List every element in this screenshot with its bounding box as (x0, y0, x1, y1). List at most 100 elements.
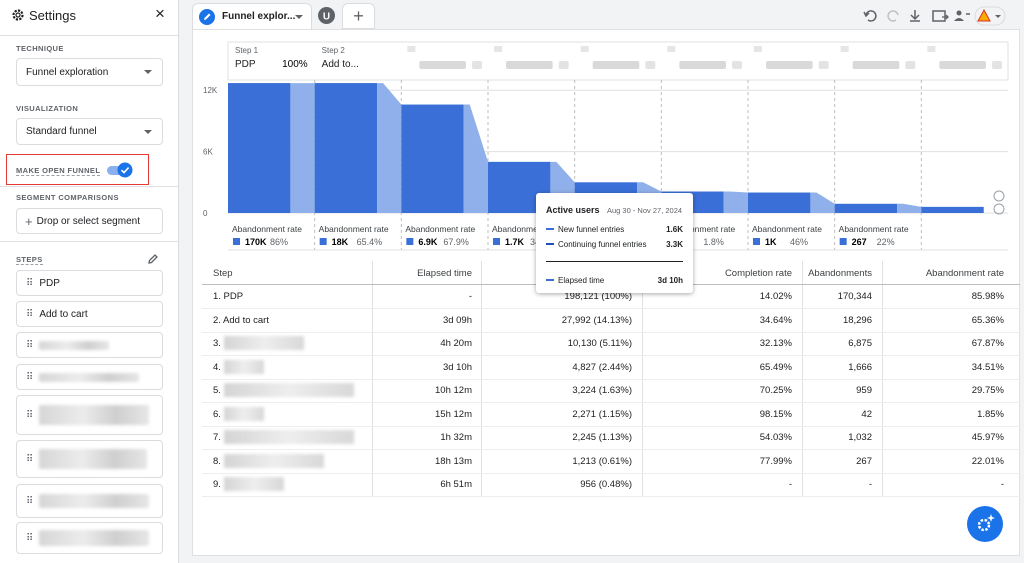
abandonment-swatch (319, 238, 327, 245)
abandonment-area (723, 191, 748, 213)
abandonment-count: 267 (852, 237, 867, 247)
step-chip[interactable]: ⠿ PDP (16, 270, 163, 296)
abandonment-title: Abandonment rate (839, 224, 909, 234)
blurred-header (927, 46, 936, 52)
tab-icon (199, 9, 215, 25)
abandonment-rate: 1.8% (703, 237, 724, 247)
blurred-header (506, 61, 553, 69)
y-tick-label: 0 (203, 209, 208, 218)
visualization-value: Standard funnel (26, 126, 97, 137)
tooltip-title: Active users (546, 205, 600, 215)
technique-dropdown[interactable]: Funnel exploration (16, 58, 163, 86)
avatar[interactable]: U (318, 7, 335, 24)
abandonment-rate: 46% (790, 237, 808, 247)
abandonment-title: Abandonment rate (752, 224, 822, 234)
abandonment-swatch (493, 238, 500, 245)
blurred-header (905, 61, 916, 69)
fab-button[interactable] (966, 505, 1004, 543)
abandonment-count: 1K (765, 237, 777, 247)
close-button[interactable]: × (155, 4, 165, 23)
abandonment-count: 170K (245, 237, 267, 247)
bar (834, 203, 898, 213)
step-chip[interactable]: ⠿ Add to cart (16, 301, 163, 327)
blurred-header (732, 61, 742, 69)
step-percent: 100% (282, 59, 308, 70)
gear-icon (12, 9, 24, 21)
tooltip-label: New funnel entries (558, 225, 625, 234)
y-tick-label: 12K (203, 86, 218, 95)
technique-label: TECHNIQUE (16, 44, 64, 53)
abandonment-count: 6.9K (418, 237, 438, 247)
bar (401, 104, 464, 213)
step-chip[interactable]: ⠿ (16, 484, 163, 518)
abandonment-area (290, 83, 315, 213)
highlight-box (6, 154, 149, 185)
blurred-header (852, 61, 900, 69)
step-number: Step 2 (322, 46, 346, 55)
tooltip: Active users Aug 30 - Nov 27, 2024 New f… (536, 193, 693, 293)
abandonment-count: 18K (332, 237, 349, 247)
abandonment-swatch (839, 238, 847, 245)
step-chip[interactable]: ⠿ (16, 395, 163, 435)
step-name: PDP (235, 59, 256, 70)
zoom-in[interactable] (993, 190, 1005, 202)
blurred-header (766, 61, 813, 69)
avatar-letter: U (323, 12, 330, 23)
abandonment-area (810, 192, 835, 213)
step-chip[interactable]: ⠿ (16, 364, 163, 390)
active-tab[interactable]: Funnel explor... (192, 3, 312, 29)
step-name: PDP (39, 277, 60, 289)
blurred-header (580, 46, 589, 52)
tab-bar: Funnel explor... U + (192, 0, 1024, 32)
step-chip[interactable]: ⠿ (16, 522, 163, 554)
abandonment-swatch (406, 238, 414, 245)
step-number: Step 1 (235, 46, 259, 55)
funnel-chart: Step 1 PDP 100% Step 2 Add to... 0 6K 12K Abando… (203, 41, 1009, 251)
visualization-dropdown[interactable]: Standard funnel (16, 118, 163, 145)
blurred-header (754, 46, 762, 52)
blurred-header (472, 61, 482, 69)
add-tab-button[interactable]: + (342, 3, 375, 29)
sidebar: Settings × TECHNIQUE Funnel exploration … (0, 0, 179, 563)
technique-value: Funnel exploration (26, 66, 109, 78)
abandonment-title: Abandonment rate (405, 224, 475, 234)
abandonment-title: Abandonment rate (492, 224, 562, 234)
abandonment-swatch (233, 238, 240, 245)
blurred-header (592, 61, 640, 69)
toggle-knob[interactable] (117, 162, 133, 178)
segment-button[interactable]: + Drop or select segment (16, 208, 163, 234)
abandonment-title: Abandonment rate (665, 224, 735, 234)
blurred-header (419, 61, 466, 69)
blurred-header (818, 61, 829, 69)
zoom-out[interactable] (993, 203, 1005, 215)
blurred-header (558, 61, 569, 69)
step-chip[interactable]: ⠿ (16, 332, 163, 358)
tooltip-label: Continuing funnel entries (558, 240, 647, 249)
abandonment-area (897, 203, 922, 213)
steps-label: STEPS (16, 255, 43, 265)
abandonment-count: 1.7K (505, 237, 525, 247)
y-tick-label: 6K (203, 148, 213, 157)
abandonment-rate: 67.9% (443, 237, 469, 247)
tooltip-label: Elapsed time (558, 276, 605, 285)
bar (228, 83, 291, 213)
segment-text: Drop or select segment (36, 215, 140, 227)
bar (921, 206, 984, 213)
blurred-header (407, 46, 416, 52)
blurred-header (645, 61, 656, 69)
abandonment-swatch (753, 238, 760, 245)
abandonment-area (463, 104, 488, 213)
abandonment-rate: 86% (270, 237, 288, 247)
abandonment-rate: 22% (877, 237, 895, 247)
visualization-label: VISUALIZATION (16, 104, 79, 113)
abandonment-area (377, 83, 402, 213)
step-chip[interactable]: ⠿ (16, 440, 163, 478)
abandonment-rate: 65.4% (357, 237, 383, 247)
blurred-header (840, 46, 849, 52)
abandonment-title: Abandonment rate (232, 224, 302, 234)
segment-label: SEGMENT COMPARISONS (16, 193, 119, 202)
edit-icon[interactable] (147, 253, 159, 265)
abandonment-title: Abandonment rate (319, 224, 389, 234)
open-funnel-label: MAKE OPEN FUNNEL (16, 166, 101, 176)
